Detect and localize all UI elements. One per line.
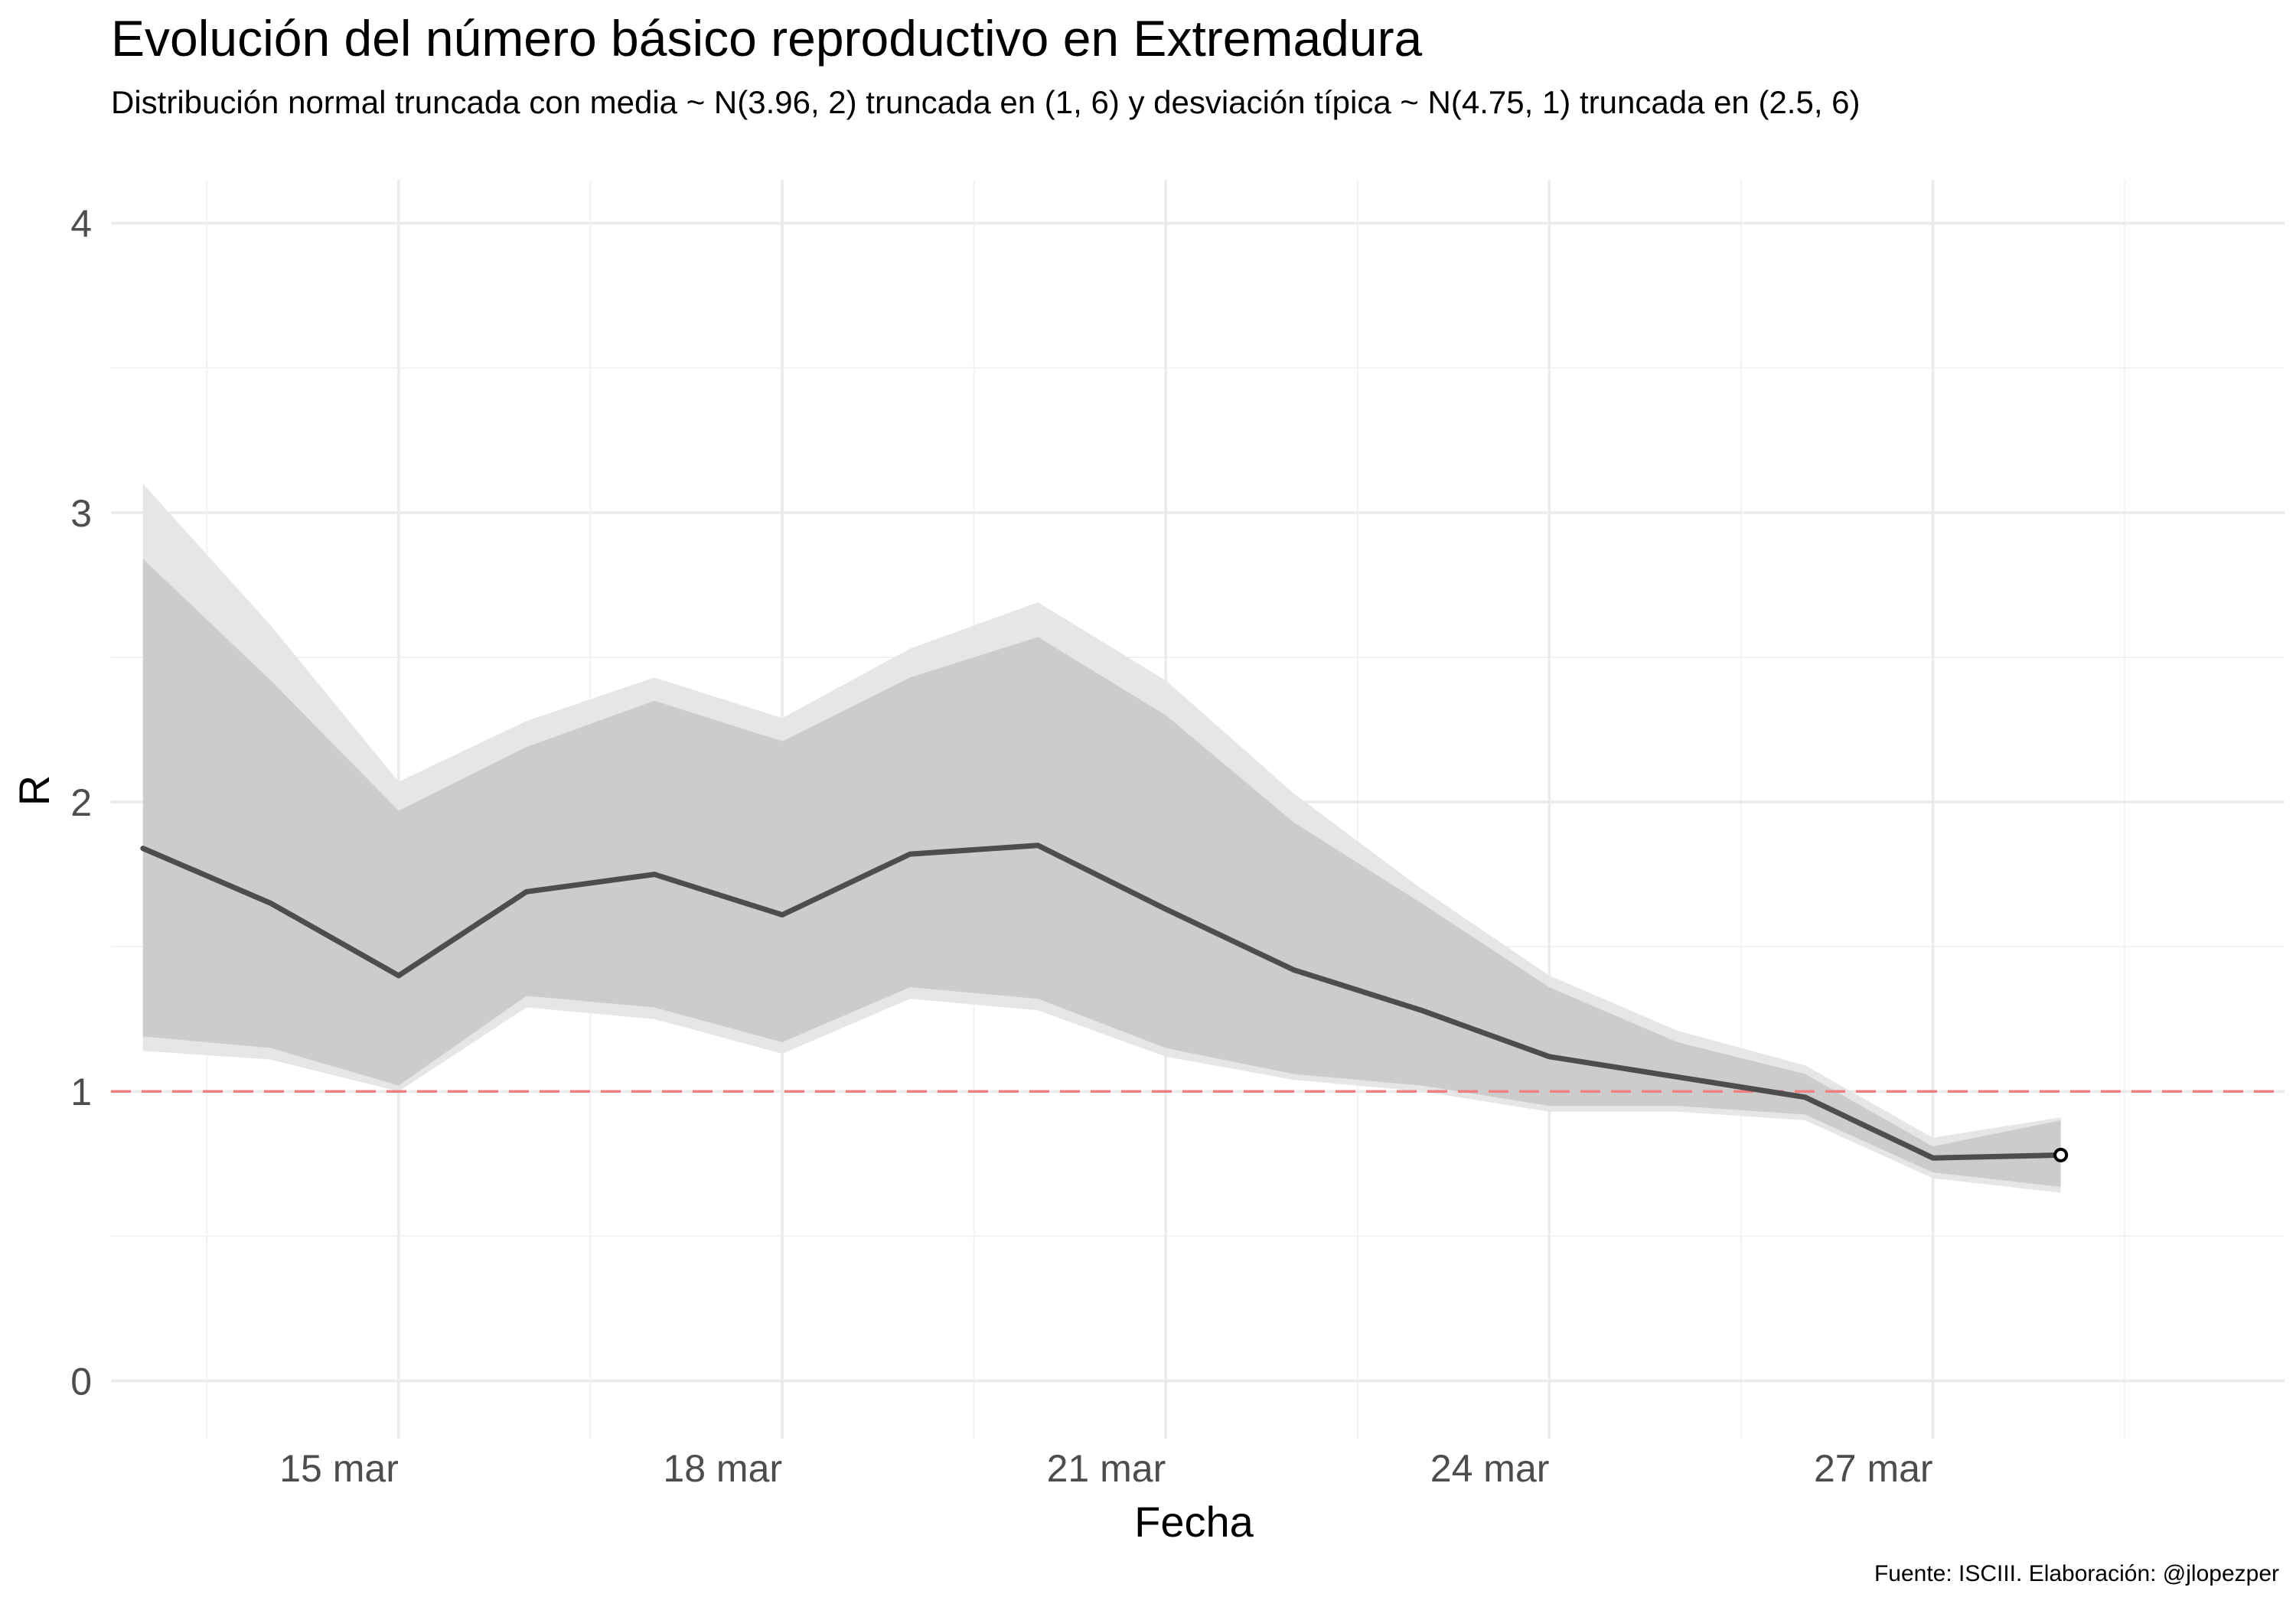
y-tick-label: 4 bbox=[70, 203, 92, 246]
y-axis-title: R bbox=[10, 775, 58, 806]
end-marker-group bbox=[2053, 1147, 2069, 1162]
x-tick-label: 24 mar bbox=[1430, 1447, 1550, 1490]
end-point-marker bbox=[2053, 1147, 2069, 1162]
x-axis-title: Fecha bbox=[1134, 1498, 1254, 1546]
y-tick-label: 1 bbox=[70, 1071, 92, 1113]
y-axis-ticks: 0 1 2 3 4 bbox=[70, 203, 92, 1403]
inner-confidence-band bbox=[142, 559, 2061, 1187]
x-tick-label: 21 mar bbox=[1047, 1447, 1166, 1490]
chart-title: Evolución del número básico reproductivo… bbox=[111, 10, 1423, 67]
mean-line bbox=[140, 843, 2064, 1161]
y-tick-label: 0 bbox=[70, 1360, 92, 1403]
y-tick-label: 3 bbox=[70, 492, 92, 535]
x-tick-label: 27 mar bbox=[1814, 1447, 1933, 1490]
y-tick-label: 2 bbox=[70, 781, 92, 824]
chart-subtitle: Distribución normal truncada con media ~… bbox=[111, 84, 1861, 120]
mean-line-group bbox=[140, 843, 2064, 1161]
x-tick-label: 15 mar bbox=[279, 1447, 399, 1490]
x-axis-ticks: 15 mar 18 mar 21 mar 24 mar 27 mar bbox=[279, 1447, 1932, 1490]
confidence-bands bbox=[142, 484, 2061, 1193]
x-tick-label: 18 mar bbox=[663, 1447, 782, 1490]
chart-caption: Fuente: ISCIII. Elaboración: @jlopezper bbox=[1874, 1561, 2279, 1586]
